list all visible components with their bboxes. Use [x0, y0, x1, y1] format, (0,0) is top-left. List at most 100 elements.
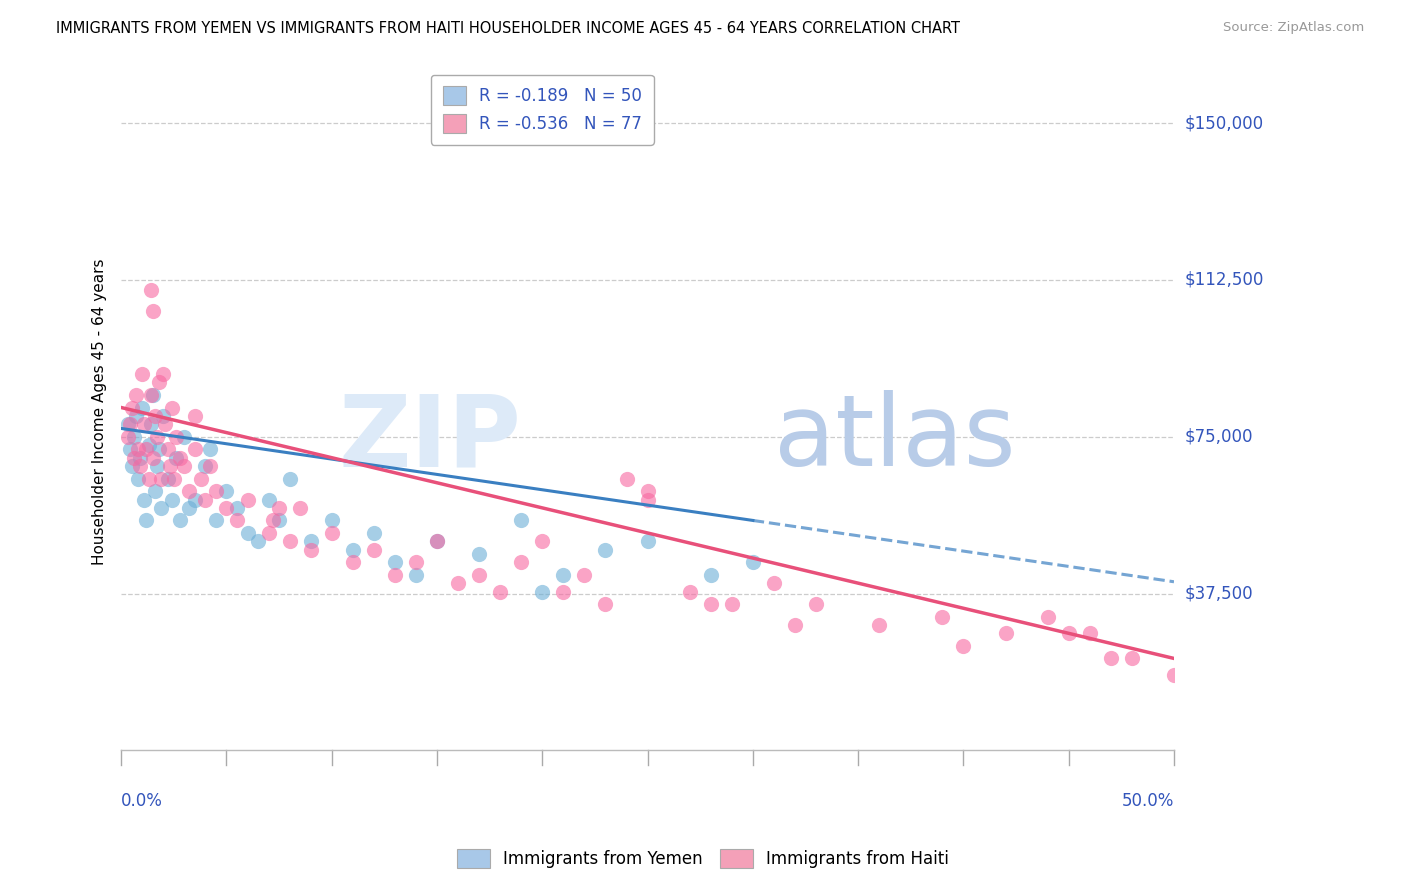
Point — [1078, 626, 1101, 640]
Text: 50.0%: 50.0% — [1122, 792, 1174, 810]
Point — [138, 472, 160, 486]
Point — [363, 526, 385, 541]
Point — [169, 450, 191, 465]
Point — [169, 513, 191, 527]
Point — [205, 513, 228, 527]
Point — [679, 584, 702, 599]
Point — [194, 492, 217, 507]
Point — [148, 376, 170, 390]
Point — [384, 567, 406, 582]
Point — [447, 576, 470, 591]
Point — [1099, 651, 1122, 665]
Point — [129, 459, 152, 474]
Point — [117, 430, 139, 444]
Point — [531, 584, 554, 599]
Point — [165, 430, 187, 444]
Point — [1121, 651, 1143, 665]
Point — [127, 472, 149, 486]
Point — [804, 597, 827, 611]
Point — [405, 567, 427, 582]
Text: $112,500: $112,500 — [1185, 271, 1264, 289]
Point — [762, 576, 785, 591]
Point — [131, 401, 153, 415]
Point — [215, 484, 238, 499]
Point — [177, 500, 200, 515]
Point — [1057, 626, 1080, 640]
Point — [531, 534, 554, 549]
Point — [278, 534, 301, 549]
Point — [118, 442, 141, 457]
Point — [342, 555, 364, 569]
Point — [868, 618, 890, 632]
Point — [215, 500, 238, 515]
Point — [257, 526, 280, 541]
Point — [143, 409, 166, 423]
Point — [468, 567, 491, 582]
Point — [184, 409, 207, 423]
Point — [121, 401, 143, 415]
Point — [160, 401, 183, 415]
Point — [637, 534, 659, 549]
Point — [720, 597, 742, 611]
Text: IMMIGRANTS FROM YEMEN VS IMMIGRANTS FROM HAITI HOUSEHOLDER INCOME AGES 45 - 64 Y: IMMIGRANTS FROM YEMEN VS IMMIGRANTS FROM… — [56, 21, 960, 36]
Point — [118, 417, 141, 432]
Text: $37,500: $37,500 — [1185, 584, 1254, 603]
Point — [135, 442, 157, 457]
Point — [510, 513, 533, 527]
Point — [163, 472, 186, 486]
Point — [173, 459, 195, 474]
Text: $150,000: $150,000 — [1185, 114, 1264, 132]
Point — [236, 526, 259, 541]
Point — [146, 430, 169, 444]
Point — [247, 534, 270, 549]
Point — [342, 542, 364, 557]
Point — [278, 472, 301, 486]
Point — [146, 459, 169, 474]
Point — [142, 388, 165, 402]
Point — [595, 597, 617, 611]
Point — [152, 367, 174, 381]
Legend: Immigrants from Yemen, Immigrants from Haiti: Immigrants from Yemen, Immigrants from H… — [450, 843, 956, 875]
Point — [489, 584, 512, 599]
Point — [262, 513, 284, 527]
Point — [426, 534, 449, 549]
Point — [135, 513, 157, 527]
Point — [122, 450, 145, 465]
Point — [637, 484, 659, 499]
Point — [700, 567, 723, 582]
Point — [1163, 668, 1185, 682]
Point — [134, 492, 156, 507]
Point — [257, 492, 280, 507]
Point — [700, 597, 723, 611]
Text: $75,000: $75,000 — [1185, 428, 1254, 446]
Point — [952, 639, 974, 653]
Point — [184, 442, 207, 457]
Point — [134, 417, 156, 432]
Point — [148, 442, 170, 457]
Point — [156, 442, 179, 457]
Point — [142, 450, 165, 465]
Point — [741, 555, 763, 569]
Point — [321, 513, 343, 527]
Point — [1036, 609, 1059, 624]
Point — [405, 555, 427, 569]
Point — [155, 417, 177, 432]
Point — [159, 459, 181, 474]
Point — [269, 500, 291, 515]
Point — [553, 567, 575, 582]
Point — [236, 492, 259, 507]
Point — [121, 459, 143, 474]
Point — [129, 450, 152, 465]
Y-axis label: Householder Income Ages 45 - 64 years: Householder Income Ages 45 - 64 years — [93, 259, 107, 565]
Point — [117, 417, 139, 432]
Point — [384, 555, 406, 569]
Point — [184, 492, 207, 507]
Point — [125, 388, 148, 402]
Point — [931, 609, 953, 624]
Text: Source: ZipAtlas.com: Source: ZipAtlas.com — [1223, 21, 1364, 34]
Point — [226, 500, 249, 515]
Point — [426, 534, 449, 549]
Point — [363, 542, 385, 557]
Point — [131, 367, 153, 381]
Point — [122, 430, 145, 444]
